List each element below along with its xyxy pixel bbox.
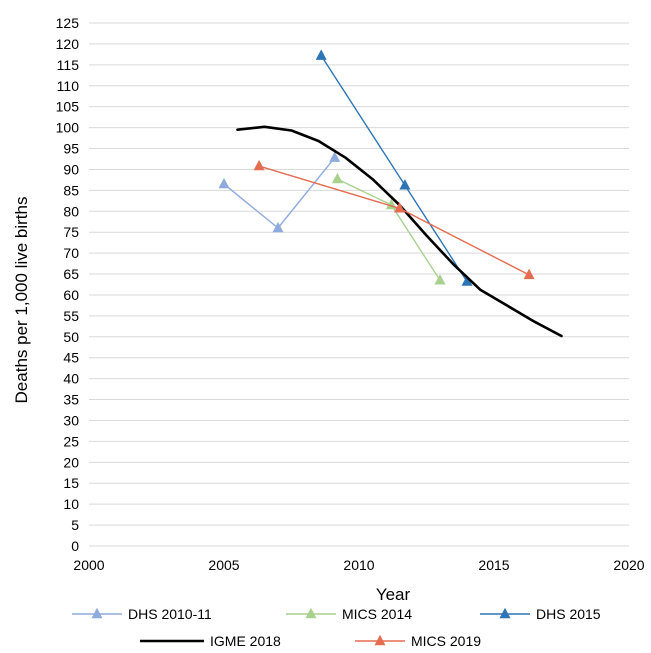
y-tick-label: 35 xyxy=(63,392,79,408)
data-point-mics-2019 xyxy=(253,159,265,171)
legend-marker xyxy=(305,607,317,619)
y-tick-label: 45 xyxy=(63,350,79,366)
legend-label: DHS 2010-11 xyxy=(128,606,212,622)
y-tick-label: 125 xyxy=(56,15,80,31)
y-tick-label: 80 xyxy=(63,203,79,219)
y-tick-label: 75 xyxy=(63,224,79,240)
y-tick-label: 15 xyxy=(63,475,79,491)
x-tick-labels: 2000 2005 2010 2015 2020 xyxy=(73,557,644,573)
legend-label: MICS 2014 xyxy=(342,606,412,622)
legend-label: IGME 2018 xyxy=(210,633,281,649)
y-tick-label: 5 xyxy=(71,517,79,533)
series-dhs-2010-11 xyxy=(218,151,341,233)
x-axis-title: Year xyxy=(376,585,411,604)
y-tick-label: 70 xyxy=(63,245,79,261)
y-tick-label: 60 xyxy=(63,287,79,303)
gridlines xyxy=(89,22,629,547)
x-tick-label: 2020 xyxy=(613,557,644,573)
y-tick-label: 120 xyxy=(56,36,80,52)
y-tick-label: 55 xyxy=(63,308,79,324)
data-point-mics-2019 xyxy=(394,202,405,213)
data-point-dhs-2010-11 xyxy=(272,221,284,233)
y-tick-label: 40 xyxy=(63,371,79,387)
y-tick-label: 105 xyxy=(56,99,80,115)
series-dhs-2015 xyxy=(315,49,473,286)
legend-marker xyxy=(499,607,511,619)
x-tick-label: 2015 xyxy=(478,557,509,573)
data-point-dhs-2015 xyxy=(315,49,327,60)
y-tick-label: 0 xyxy=(71,538,79,554)
x-tick-label: 2010 xyxy=(343,557,374,573)
legend-label: MICS 2019 xyxy=(411,633,481,649)
data-point-mics-2019 xyxy=(523,268,535,280)
legend-label: DHS 2015 xyxy=(536,606,601,622)
data-point-dhs-2015 xyxy=(461,275,473,286)
legend-item-dhs-2010-11: DHS 2010-11 xyxy=(72,606,212,622)
series-mics-2014 xyxy=(331,172,446,285)
series-line-igme-2018 xyxy=(236,125,563,338)
y-tick-label: 115 xyxy=(57,57,80,73)
y-tick-label: 100 xyxy=(56,120,80,136)
x-tick-label: 2000 xyxy=(73,557,104,573)
data-point-dhs-2010-11 xyxy=(329,151,341,162)
y-tick-label: 10 xyxy=(63,496,79,512)
y-tick-label: 50 xyxy=(63,329,79,345)
legend-item-mics-2019: MICS 2019 xyxy=(355,633,481,649)
series-line-mics-2019 xyxy=(258,165,530,276)
series-lines xyxy=(218,49,563,338)
legend-marker xyxy=(374,634,386,646)
y-tick-labels: 0 5 10 15 20 25 30 35 40 45 50 55 60 65 70 75 80 85 90 95 10… xyxy=(56,15,80,554)
y-tick-label: 95 xyxy=(63,141,79,157)
y-tick-label: 30 xyxy=(63,412,79,428)
legend-item-igme-2018: IGME 2018 xyxy=(140,633,281,649)
data-point-mics-2014 xyxy=(331,172,343,184)
legend-item-mics-2014: MICS 2014 xyxy=(286,606,412,622)
series-igme-2018 xyxy=(236,125,563,338)
y-tick-label: 110 xyxy=(57,78,80,94)
data-point-mics-2014 xyxy=(434,274,446,285)
series-mics-2019 xyxy=(253,159,535,280)
data-point-dhs-2010-11 xyxy=(218,177,230,189)
y-axis-title: Deaths per 1,000 live births xyxy=(12,197,31,404)
legend-item-dhs-2015: DHS 2015 xyxy=(480,606,601,622)
y-tick-label: 85 xyxy=(63,182,79,198)
y-tick-label: 25 xyxy=(63,433,79,449)
series-line-dhs-2010-11 xyxy=(223,157,336,229)
y-tick-label: 20 xyxy=(63,454,79,470)
x-tick-label: 2005 xyxy=(208,557,239,573)
data-point-dhs-2015 xyxy=(399,179,411,190)
legend-marker xyxy=(91,607,103,619)
series-line-dhs-2015 xyxy=(320,54,468,283)
y-tick-label: 65 xyxy=(63,266,79,282)
y-tick-label: 90 xyxy=(63,161,79,177)
legend: DHS 2010-11 MICS 2014 DHS 2015 IGME 2018 MIC… xyxy=(72,606,601,649)
